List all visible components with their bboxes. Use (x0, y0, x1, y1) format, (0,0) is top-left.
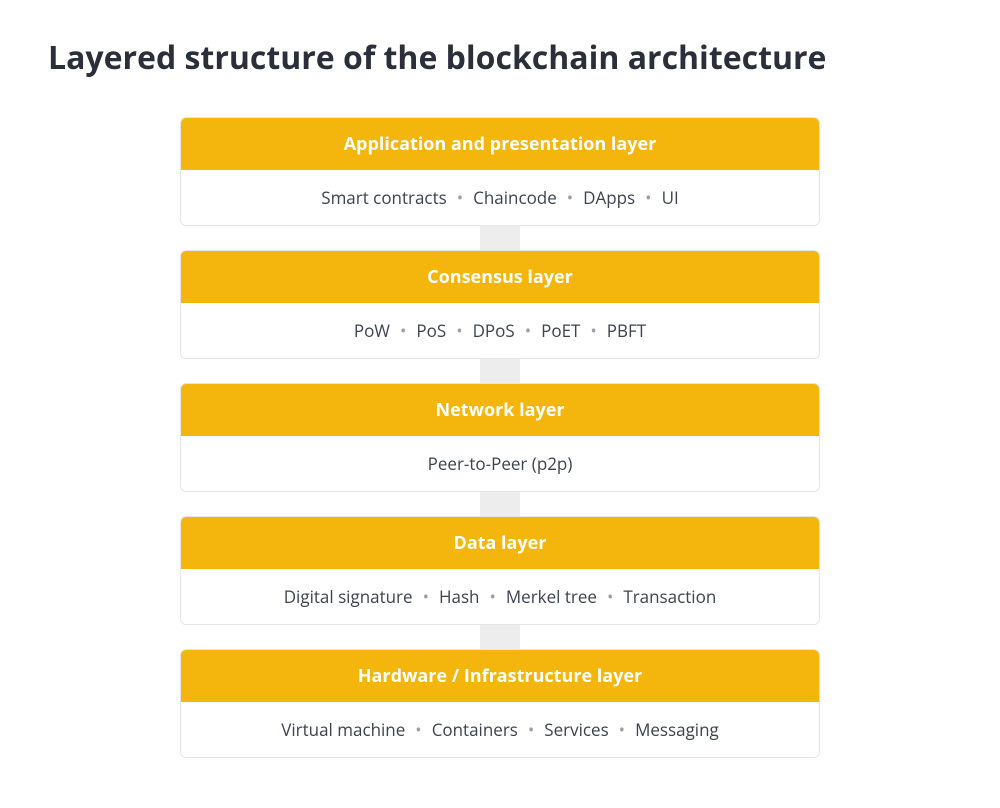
item-separator: • (525, 319, 531, 342)
layer-item: PoET (541, 319, 580, 342)
diagram-title: Layered structure of the blockchain arch… (48, 36, 952, 79)
item-separator: • (489, 585, 495, 608)
layer-item: DApps (583, 186, 635, 209)
layer-stack: Application and presentation layerSmart … (48, 117, 952, 758)
layer-item: Merkel tree (506, 585, 597, 608)
layer-card: Application and presentation layerSmart … (180, 117, 820, 226)
layer-body: Smart contracts • Chaincode • DApps • UI (181, 170, 819, 225)
layer-card: Consensus layer PoW • PoS • DPoS • PoET • PBFT (180, 250, 820, 359)
item-separator: • (423, 585, 429, 608)
layer-item: Services (544, 718, 608, 741)
layer-body: Digital signature • Hash • Merkel tree • Trans… (181, 569, 819, 624)
layer-card: Hardware / Infrastructure layerVirtual m… (180, 649, 820, 758)
layer-header: Consensus layer (181, 251, 819, 303)
layer-item: Virtual machine (281, 718, 405, 741)
layer-connector (480, 226, 520, 250)
layer-item: Digital signature (284, 585, 413, 608)
item-separator: • (528, 718, 534, 741)
layer-body: Virtual machine • Containers • Services • Mess… (181, 702, 819, 757)
layer-item: Peer-to-Peer (p2p) (428, 452, 573, 475)
layer-item: DPoS (473, 319, 515, 342)
layer-item: Smart contracts (321, 186, 446, 209)
layer-header: Network layer (181, 384, 819, 436)
layer-body: Peer-to-Peer (p2p) (181, 436, 819, 491)
layer-card: Network layer Peer-to-Peer (p2p) (180, 383, 820, 492)
item-separator: • (590, 319, 596, 342)
layer-item: Hash (439, 585, 480, 608)
layer-item: Transaction (623, 585, 716, 608)
layer-item: PoS (416, 319, 446, 342)
layer-item: UI (662, 186, 679, 209)
layer-item: Messaging (635, 718, 719, 741)
item-separator: • (400, 319, 406, 342)
layer-item: PBFT (607, 319, 646, 342)
layer-body: PoW • PoS • DPoS • PoET • PBFT (181, 303, 819, 358)
layer-header: Application and presentation layer (181, 118, 819, 170)
layer-item: PoW (354, 319, 390, 342)
item-separator: • (645, 186, 651, 209)
layer-item: Chaincode (473, 186, 557, 209)
layer-header: Hardware / Infrastructure layer (181, 650, 819, 702)
item-separator: • (619, 718, 625, 741)
layer-header: Data layer (181, 517, 819, 569)
layer-connector (480, 492, 520, 516)
item-separator: • (607, 585, 613, 608)
layer-card: Data layer Digital signature • Hash • Merkel … (180, 516, 820, 625)
layer-connector (480, 625, 520, 649)
item-separator: • (567, 186, 573, 209)
item-separator: • (415, 718, 421, 741)
item-separator: • (456, 319, 462, 342)
layer-item: Containers (432, 718, 518, 741)
layer-connector (480, 359, 520, 383)
item-separator: • (457, 186, 463, 209)
